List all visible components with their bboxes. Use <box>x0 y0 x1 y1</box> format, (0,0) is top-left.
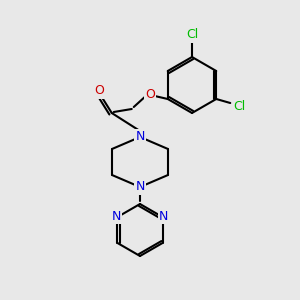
Text: Cl: Cl <box>186 28 198 41</box>
Text: N: N <box>135 130 145 143</box>
Text: Cl: Cl <box>233 100 245 113</box>
Text: O: O <box>145 88 155 101</box>
Text: N: N <box>112 209 121 223</box>
Text: O: O <box>94 85 104 98</box>
Text: N: N <box>159 209 168 223</box>
Text: N: N <box>135 181 145 194</box>
